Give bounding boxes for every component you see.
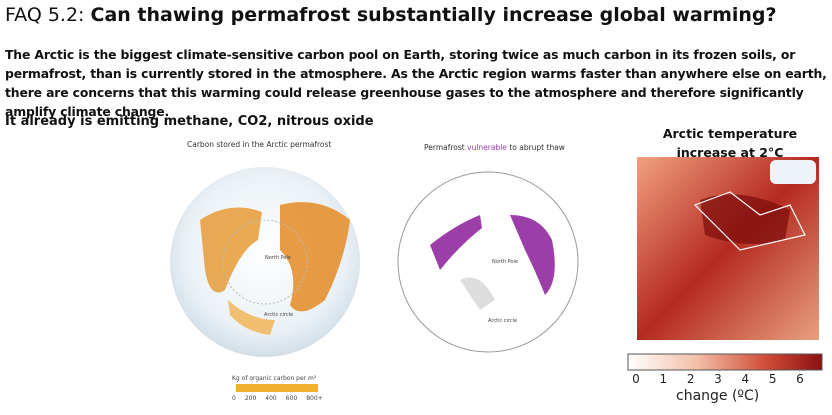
carbon-legend: [236, 384, 318, 392]
title-part: Permafrost: [424, 143, 465, 152]
globe: [397, 171, 579, 353]
legend-ticks: 0 200 400 600 800+: [232, 395, 323, 402]
colorbar-tick: 4: [741, 372, 750, 386]
header-title: Can thawing permafrost substantially inc…: [90, 4, 777, 26]
pole-label: North Pole: [492, 259, 518, 265]
map-title: Carbon stored in the Arctic permafrost: [187, 140, 332, 149]
map-title: Permafrost vulnerable to abrupt thaw: [424, 143, 565, 152]
colorbar-tick: 6: [796, 372, 804, 386]
colorbar: [627, 353, 823, 371]
title-part: to abrupt thaw: [509, 143, 565, 152]
vulnerable-region: [430, 215, 482, 270]
colorbar-tick: 0: [632, 372, 640, 386]
colorbar-tick: 5: [768, 372, 777, 386]
land: [460, 277, 495, 310]
warm-region: [700, 194, 790, 244]
arctic-circle: [222, 219, 308, 305]
circle-label: Arctic circle: [264, 312, 294, 318]
colorbar-tick: 1: [659, 372, 668, 386]
intro-text: The Arctic is the biggest climate-sensit…: [5, 47, 827, 119]
region-outline: [693, 191, 806, 251]
legend-tick: 0: [232, 395, 236, 402]
carbon-region: [280, 202, 350, 312]
colorbar-tick: 3: [714, 372, 722, 386]
header: FAQ 5.2: Can thawing permafrost substant…: [5, 4, 777, 26]
colorbar-label: change (ºC): [676, 388, 760, 404]
pole-label: North Pole: [265, 255, 291, 261]
inset-globe: [770, 160, 816, 184]
colorbar-tick: 2: [686, 372, 695, 386]
carbon-region: [228, 300, 275, 335]
temperature-map: [637, 157, 819, 340]
legend-title: Kg of organic carbon per m²: [232, 375, 317, 382]
legend-tick: 800+: [306, 395, 323, 402]
circle-label: Arctic circle: [488, 318, 518, 324]
subheading: It already is emitting methane, CO2, nit…: [5, 114, 374, 129]
legend-tick: 400: [265, 395, 277, 402]
legend-tick: 600: [285, 395, 298, 402]
header-prefix: FAQ 5.2:: [5, 4, 85, 26]
map-title: Arctic temperature increase at 2°C: [662, 126, 798, 160]
title-part: vulnerable: [467, 143, 507, 152]
carbon-region: [200, 207, 262, 293]
legend-tick: 200: [244, 395, 257, 402]
vulnerable-region: [510, 215, 555, 295]
